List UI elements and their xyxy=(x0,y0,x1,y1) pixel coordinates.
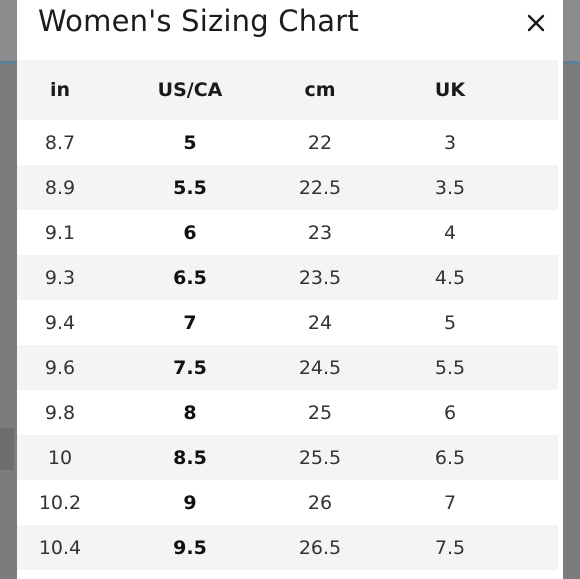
cell-cm: 26 xyxy=(277,492,363,514)
header-uk: UK xyxy=(363,79,537,101)
cell-in: 8.9 xyxy=(17,177,103,199)
header-cm: cm xyxy=(277,79,363,101)
cell-in: 9.6 xyxy=(17,357,103,379)
cell-uk: 3 xyxy=(363,132,537,154)
modal-title: Women's Sizing Chart xyxy=(38,4,359,38)
header-us-ca: US/CA xyxy=(103,79,277,101)
cell-uk: 4.5 xyxy=(363,267,537,289)
cell-us-ca: 6.5 xyxy=(103,267,277,289)
cell-cm: 22 xyxy=(277,132,363,154)
header-in: in xyxy=(17,79,103,101)
cell-in: 9.8 xyxy=(17,402,103,424)
cell-cm: 23 xyxy=(277,222,363,244)
cell-in: 8.7 xyxy=(17,132,103,154)
cell-cm: 25 xyxy=(277,402,363,424)
sizing-chart-modal: Women's Sizing Chart in US/CA cm UK 8.7 5… xyxy=(17,0,563,579)
cell-cm: 26.5 xyxy=(277,537,363,559)
table-row: 9.8 8 25 6 xyxy=(17,390,563,435)
modal-header: Women's Sizing Chart xyxy=(17,0,563,60)
cell-cm: 25.5 xyxy=(277,447,363,469)
cell-us-ca: 7 xyxy=(103,312,277,334)
table-row: 9.4 7 24 5 xyxy=(17,300,563,345)
table-row: 9.6 7.5 24.5 5.5 xyxy=(17,345,563,390)
cell-uk: 4 xyxy=(363,222,537,244)
sizing-table[interactable]: in US/CA cm UK 8.7 5 22 3 8.9 5.5 22.5 3.5 9.1 6 2… xyxy=(17,60,563,570)
table-scroll-edge xyxy=(558,60,563,579)
cell-uk: 7 xyxy=(363,492,537,514)
table-row: 10.4 9.5 26.5 7.5 xyxy=(17,525,563,570)
cell-us-ca: 7.5 xyxy=(103,357,277,379)
cell-us-ca: 6 xyxy=(103,222,277,244)
dimmed-page-element xyxy=(0,428,14,470)
table-row: 9.1 6 23 4 xyxy=(17,210,563,255)
cell-in: 9.3 xyxy=(17,267,103,289)
table-row: 9.3 6.5 23.5 4.5 xyxy=(17,255,563,300)
cell-us-ca: 8 xyxy=(103,402,277,424)
close-button[interactable] xyxy=(521,8,551,38)
cell-in: 9.4 xyxy=(17,312,103,334)
table-row: 10.2 9 26 7 xyxy=(17,480,563,525)
cell-us-ca: 5.5 xyxy=(103,177,277,199)
cell-in: 10 xyxy=(17,447,103,469)
cell-uk: 3.5 xyxy=(363,177,537,199)
cell-us-ca: 8.5 xyxy=(103,447,277,469)
cell-cm: 23.5 xyxy=(277,267,363,289)
cell-uk: 5.5 xyxy=(363,357,537,379)
cell-us-ca: 9.5 xyxy=(103,537,277,559)
cell-us-ca: 9 xyxy=(103,492,277,514)
close-icon xyxy=(527,14,545,32)
cell-cm: 24 xyxy=(277,312,363,334)
cell-uk: 7.5 xyxy=(363,537,537,559)
cell-in: 10.2 xyxy=(17,492,103,514)
table-row: 8.7 5 22 3 xyxy=(17,120,563,165)
cell-cm: 22.5 xyxy=(277,177,363,199)
cell-in: 10.4 xyxy=(17,537,103,559)
cell-cm: 24.5 xyxy=(277,357,363,379)
cell-uk: 6 xyxy=(363,402,537,424)
cell-uk: 5 xyxy=(363,312,537,334)
cell-us-ca: 5 xyxy=(103,132,277,154)
table-row: 10 8.5 25.5 6.5 xyxy=(17,435,563,480)
cell-uk: 6.5 xyxy=(363,447,537,469)
cell-in: 9.1 xyxy=(17,222,103,244)
table-header-row: in US/CA cm UK xyxy=(17,60,563,120)
table-row: 8.9 5.5 22.5 3.5 xyxy=(17,165,563,210)
